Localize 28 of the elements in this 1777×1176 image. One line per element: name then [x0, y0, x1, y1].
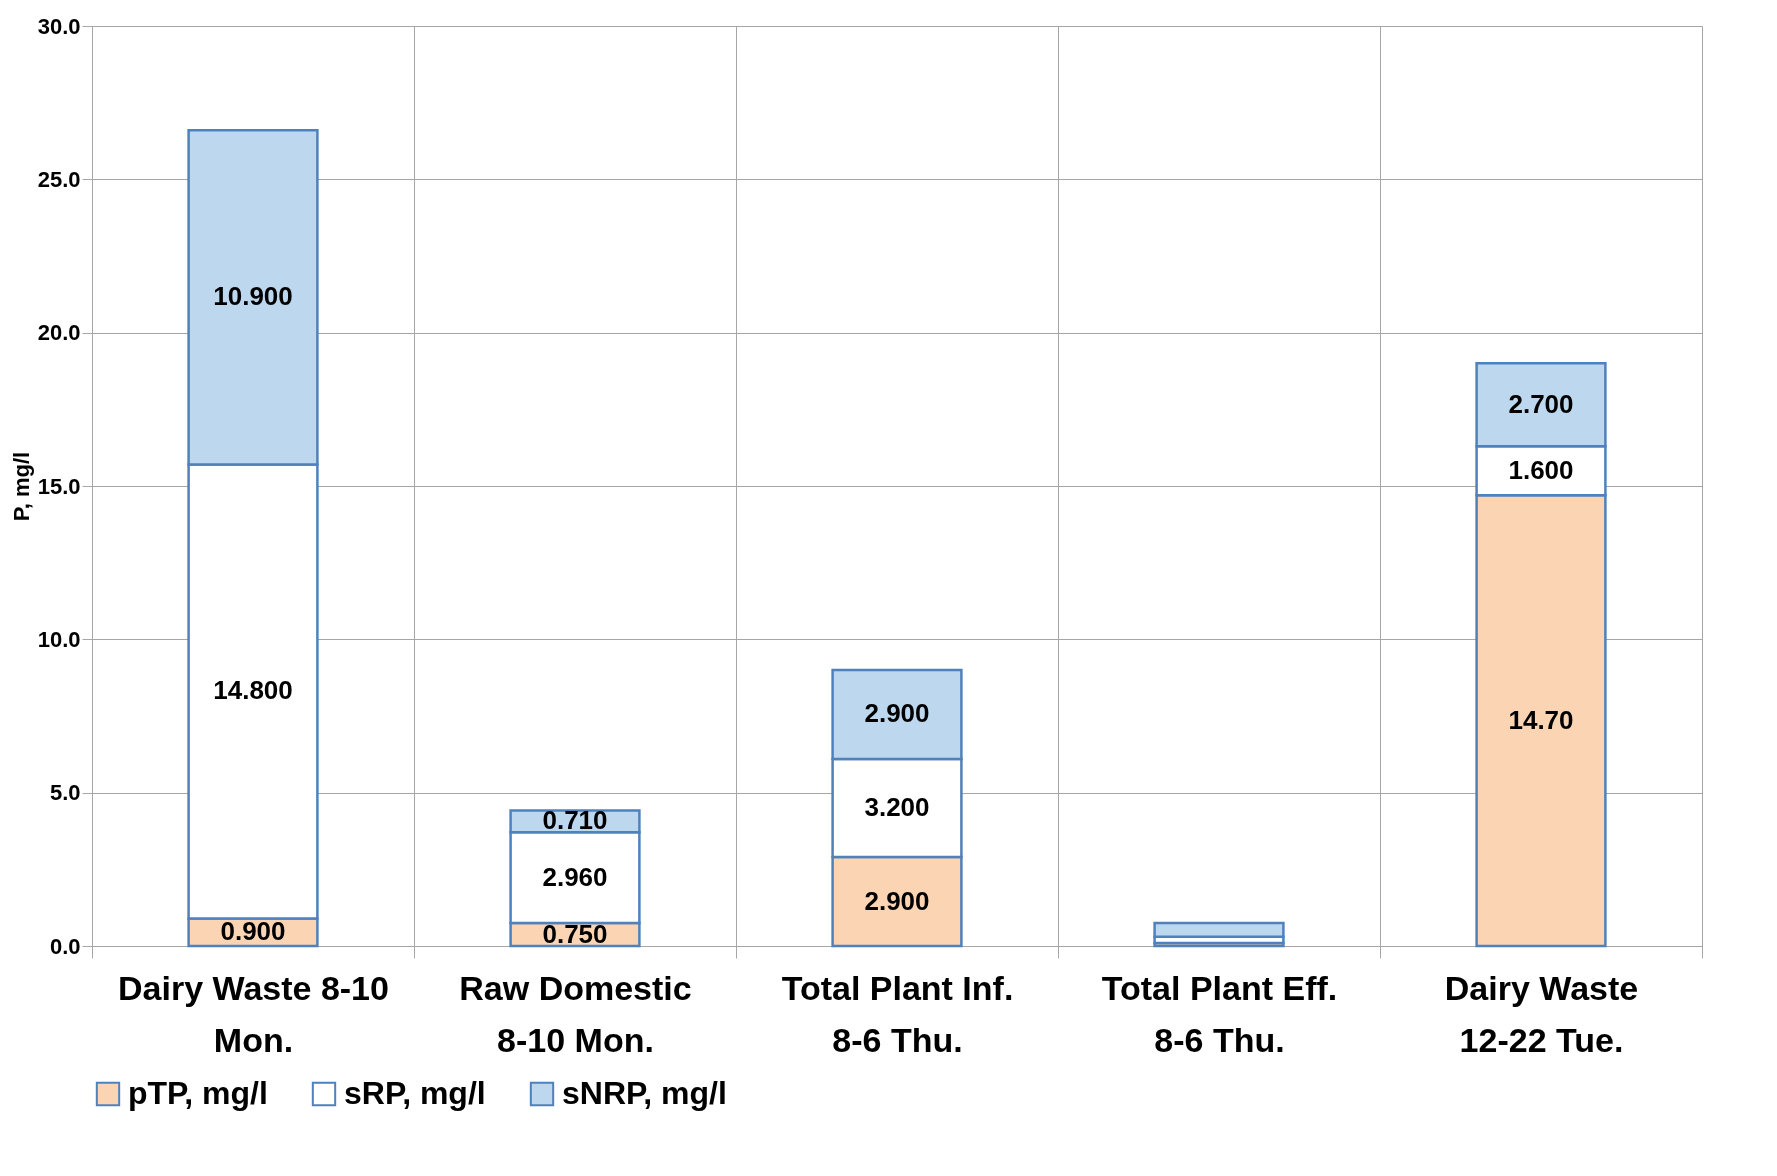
- y-tick-label: 25.0: [37, 166, 81, 192]
- legend-label: sNRP, mg/l: [562, 1075, 727, 1111]
- data-label: 1.600: [1508, 454, 1574, 485]
- data-label: 0.900: [220, 916, 286, 947]
- y-axis-title: P, mg/l: [8, 451, 34, 522]
- y-tick-label: 0.0: [49, 933, 81, 959]
- x-tick-label: Total Plant Inf. 8-6 Thu.: [781, 968, 1014, 1059]
- data-label: 3.200: [864, 792, 930, 822]
- x-tick-label: Raw Domestic 8-10 Mon.: [459, 968, 692, 1059]
- y-tick-label: 15.0: [37, 473, 81, 499]
- x-tick-label: Dairy Waste 12-22 Tue.: [1444, 968, 1639, 1059]
- data-label: 2.900: [864, 885, 930, 916]
- legend-label: sRP, mg/l: [344, 1075, 486, 1111]
- y-tick-label: 10.0: [37, 626, 81, 652]
- data-label: 14.800: [213, 675, 293, 706]
- data-label: 14.70: [1508, 704, 1574, 735]
- data-label: 2.960: [542, 861, 608, 892]
- x-tick-label: Dairy Waste 8-10 Mon.: [118, 968, 389, 1059]
- data-label: 10.900: [213, 281, 293, 312]
- legend-label: pTP, mg/l: [128, 1075, 268, 1111]
- x-tick-label: Total Plant Eff. 8-6 Thu.: [1101, 968, 1338, 1059]
- data-label: 0.750: [542, 918, 608, 949]
- data-label: 2.700: [1508, 388, 1574, 419]
- data-label: 0.710: [542, 805, 608, 836]
- y-tick-label: 5.0: [49, 780, 81, 806]
- y-tick-label: 30.0: [37, 13, 81, 39]
- y-tick-label: 20.0: [37, 320, 81, 346]
- data-label: 2.900: [864, 698, 930, 729]
